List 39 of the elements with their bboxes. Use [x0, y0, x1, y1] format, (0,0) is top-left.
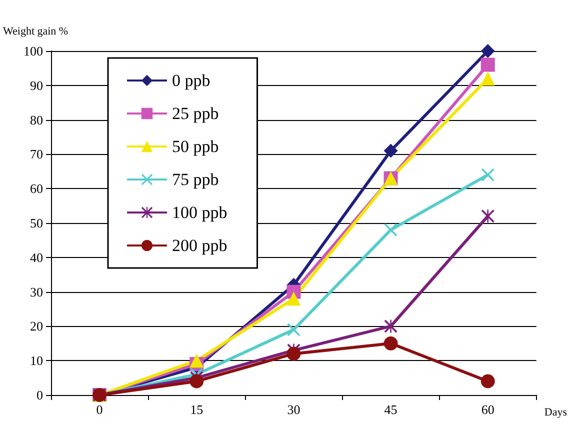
- x-tick-label: 30: [287, 402, 300, 417]
- point: [384, 144, 398, 158]
- x-tick-label: 60: [481, 402, 494, 417]
- y-axis-title: Weight gain %: [3, 26, 68, 38]
- y-tick-label: 70: [30, 146, 43, 162]
- y-tick-label: 0: [36, 388, 43, 402]
- point: [480, 58, 495, 72]
- legend-label: 25 ppb: [172, 104, 219, 123]
- point: [480, 374, 495, 388]
- x-tick-label: 15: [190, 402, 204, 417]
- legend-label: 75 ppb: [172, 170, 219, 189]
- point: [481, 210, 494, 223]
- legend-label: 200 ppb: [172, 236, 228, 255]
- legend-label: 0 ppb: [172, 71, 210, 90]
- point: [286, 346, 301, 361]
- point: [190, 374, 204, 388]
- point: [384, 320, 398, 333]
- y-tick-label: 30: [30, 284, 43, 300]
- y-tick-label: 40: [30, 250, 43, 265]
- y-tick-label: 80: [30, 112, 43, 128]
- y-tick-label: 10: [30, 353, 43, 368]
- x-tick-label: 0: [96, 402, 103, 417]
- x-tick-label: 45: [384, 402, 398, 417]
- point: [481, 168, 494, 182]
- point: [287, 323, 300, 336]
- point: [286, 292, 301, 306]
- y-tick-label: 20: [30, 318, 43, 334]
- y-tick-label: 50: [30, 216, 43, 230]
- point: [384, 223, 398, 236]
- point: [384, 336, 398, 350]
- y-tick-label: 60: [30, 181, 43, 196]
- point: [480, 72, 495, 86]
- point: [480, 44, 495, 58]
- x-axis-title: Days: [544, 406, 568, 418]
- legend-label: 50 ppb: [172, 137, 219, 156]
- y-tick-label: 100: [24, 44, 43, 58]
- legend-label: 100 ppb: [172, 203, 228, 222]
- point: [190, 354, 204, 368]
- y-tick-label: 90: [30, 78, 43, 93]
